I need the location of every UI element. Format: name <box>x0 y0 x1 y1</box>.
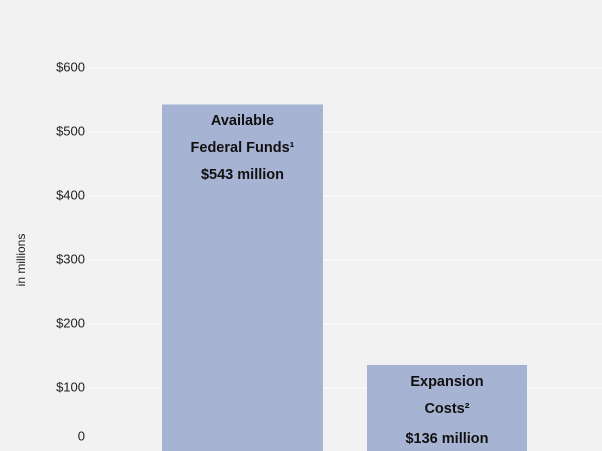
y-tick-label: $600 <box>56 59 85 74</box>
y-axis-label: in millions <box>14 234 28 287</box>
value-label: $136 million <box>405 430 489 447</box>
bar <box>162 104 323 451</box>
y-tick-label: $100 <box>56 379 85 394</box>
y-tick-label: $500 <box>56 123 85 138</box>
value-label: $543 million <box>200 167 284 184</box>
y-tick-label: $200 <box>56 315 85 330</box>
bar <box>367 364 527 451</box>
bar-label: Expansion Costs² $136 million <box>405 373 489 447</box>
y-tick-label: $400 <box>56 187 85 202</box>
y-tick-label: $300 <box>56 251 85 266</box>
category-label: Expansion Costs² <box>410 373 484 417</box>
bar-label: Available Federal Funds¹ $543 million <box>190 113 295 184</box>
y-tick-label: 0 <box>78 428 85 443</box>
category-label: Available Federal Funds¹ <box>190 113 295 157</box>
